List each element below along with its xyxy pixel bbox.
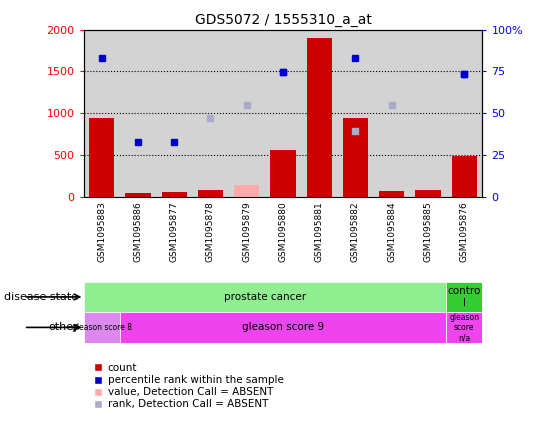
Bar — [379, 191, 404, 197]
Text: GSM1095876: GSM1095876 — [460, 201, 469, 262]
Bar — [89, 118, 114, 197]
Text: GSM1095878: GSM1095878 — [206, 201, 215, 262]
Text: other: other — [49, 322, 78, 332]
Bar — [84, 312, 120, 343]
Bar — [125, 193, 150, 197]
Text: GSM1095881: GSM1095881 — [315, 201, 324, 262]
Text: GSM1095886: GSM1095886 — [134, 201, 142, 262]
Legend: count, percentile rank within the sample, value, Detection Call = ABSENT, rank, : count, percentile rank within the sample… — [89, 359, 287, 414]
Bar — [162, 192, 187, 197]
Bar — [416, 190, 441, 197]
Text: GSM1095884: GSM1095884 — [387, 201, 396, 262]
Text: GSM1095882: GSM1095882 — [351, 201, 360, 262]
Bar — [120, 312, 446, 343]
Bar — [307, 38, 332, 197]
Bar — [446, 312, 482, 343]
Bar — [343, 118, 368, 197]
Bar — [446, 282, 482, 312]
Text: gleason score 8: gleason score 8 — [72, 323, 132, 332]
Text: disease state: disease state — [4, 292, 78, 302]
Text: GSM1095880: GSM1095880 — [279, 201, 287, 262]
Bar — [198, 190, 223, 197]
Bar — [452, 156, 477, 197]
Text: prostate cancer: prostate cancer — [224, 292, 306, 302]
Text: gleason
score
n/a: gleason score n/a — [450, 313, 479, 342]
Title: GDS5072 / 1555310_a_at: GDS5072 / 1555310_a_at — [195, 13, 371, 27]
Text: GSM1095883: GSM1095883 — [97, 201, 106, 262]
Text: GSM1095879: GSM1095879 — [242, 201, 251, 262]
Text: contro
l: contro l — [447, 286, 481, 308]
Bar — [270, 150, 296, 197]
Text: gleason score 9: gleason score 9 — [242, 322, 324, 332]
Text: GSM1095877: GSM1095877 — [170, 201, 179, 262]
Bar — [234, 184, 259, 197]
Text: GSM1095885: GSM1095885 — [424, 201, 432, 262]
